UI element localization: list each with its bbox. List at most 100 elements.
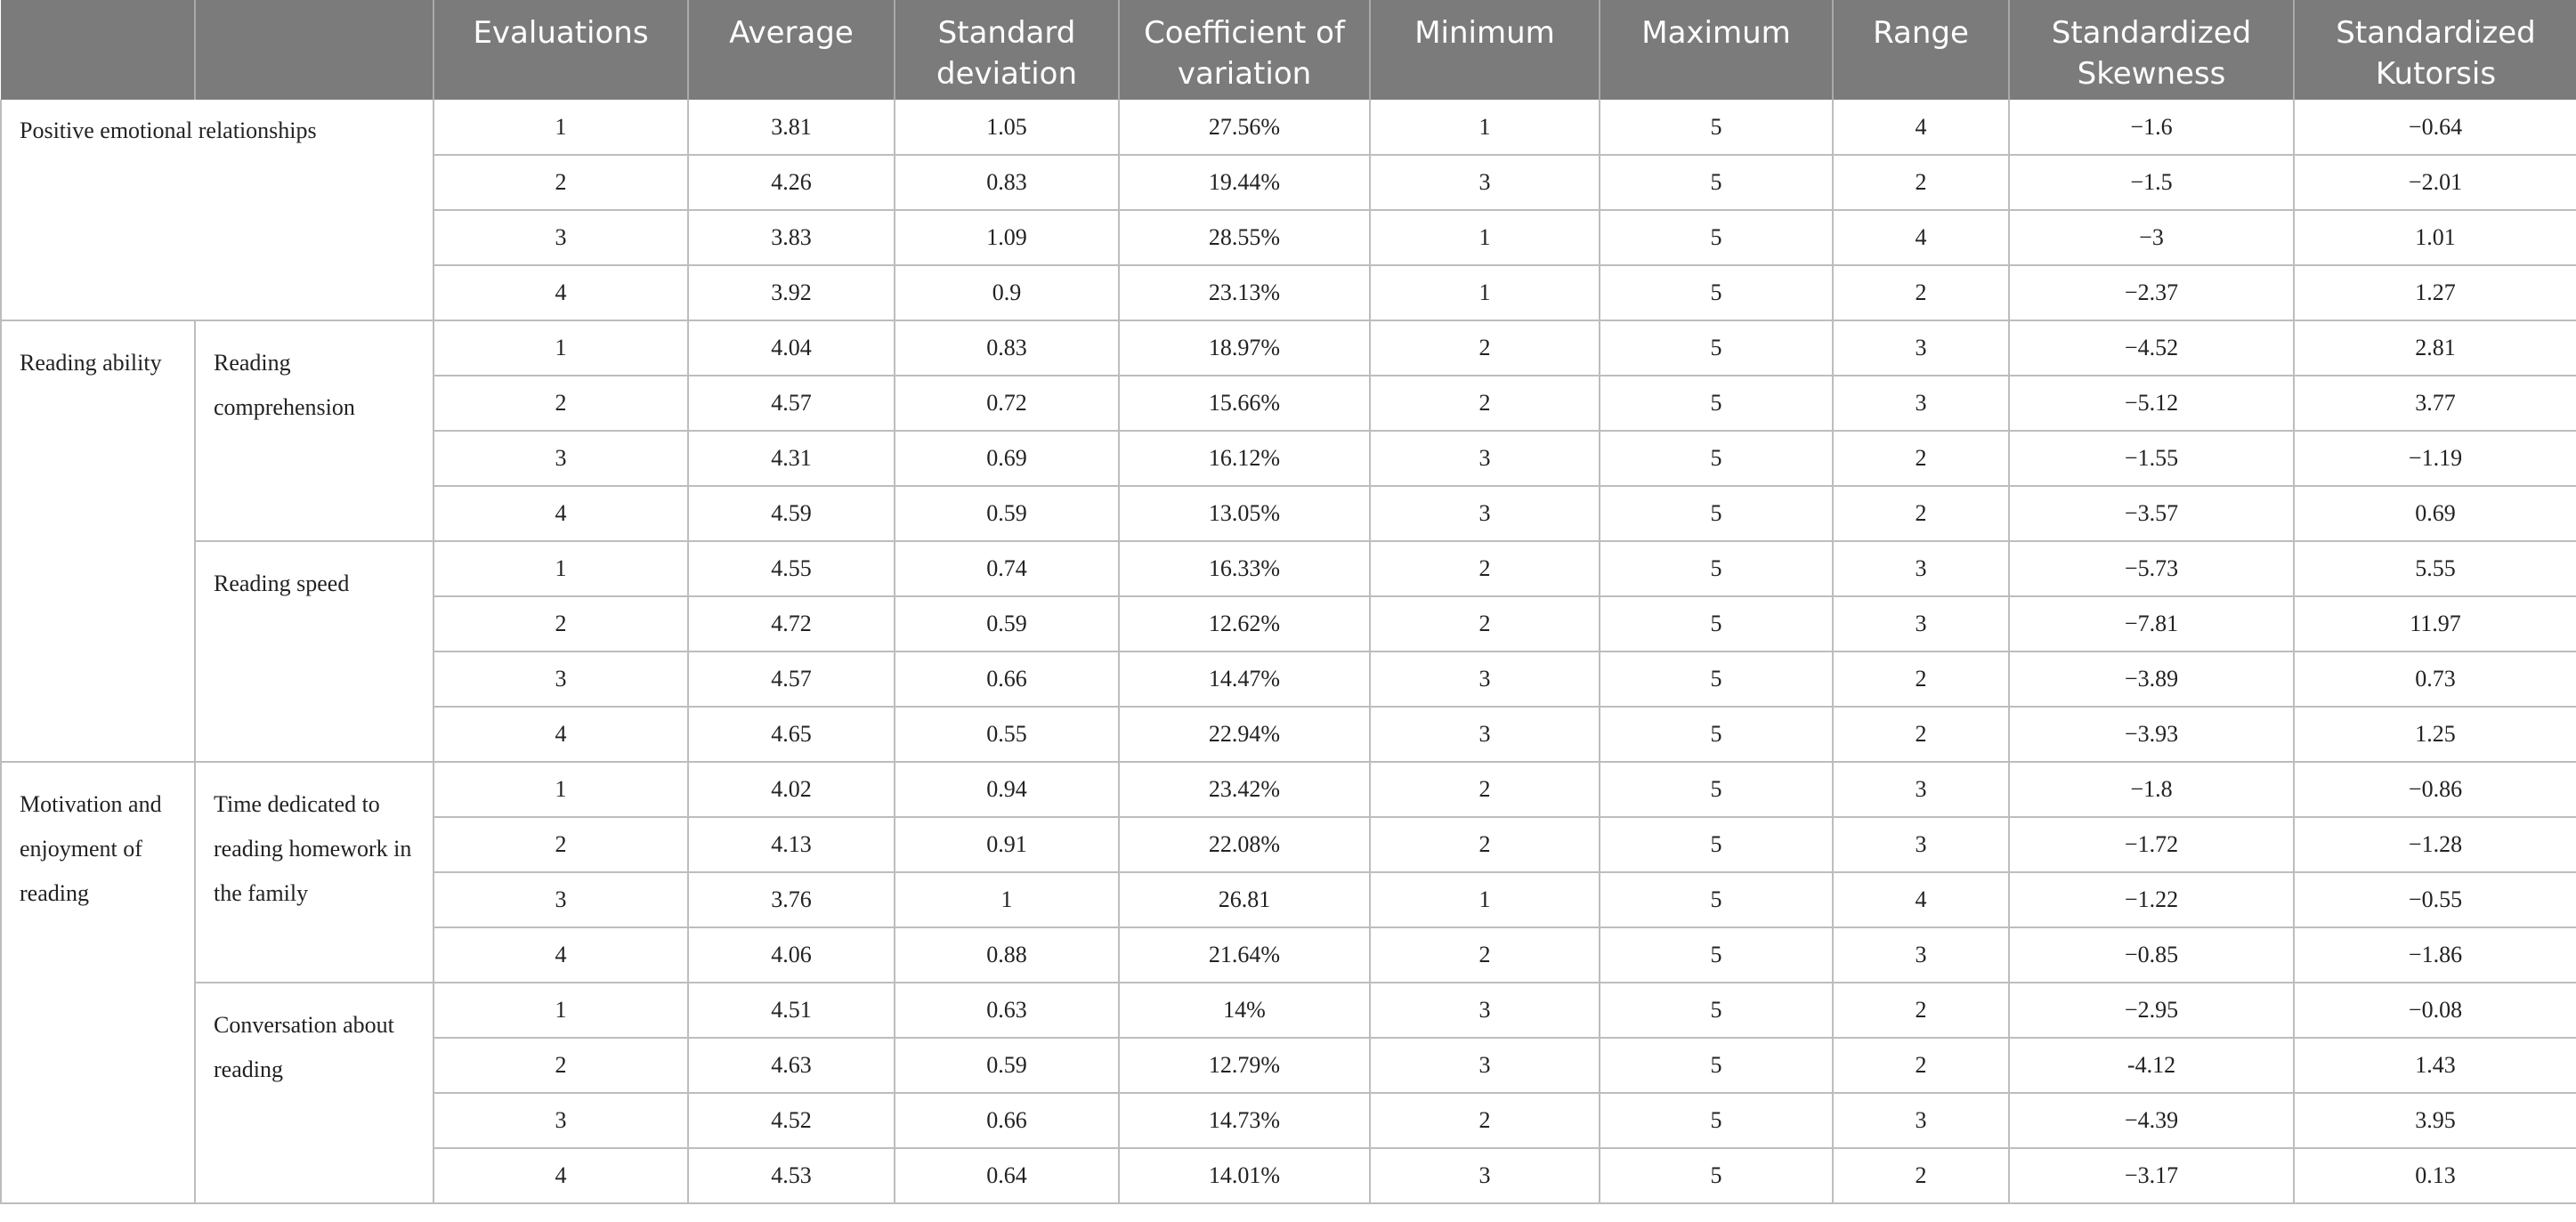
- cell-standard-deviation: 0.74: [894, 540, 1120, 597]
- cell-standardized-kurtosis: 0.13: [2293, 1147, 2576, 1204]
- cell-minimum: 2: [1369, 540, 1600, 597]
- header-standardized-kurtosis: Standardized Kutorsis: [2293, 0, 2576, 100]
- group-label-reading-ability: Reading ability: [0, 320, 196, 763]
- cell-standard-deviation: 0.66: [894, 1092, 1120, 1149]
- cell-evaluations: 4: [433, 1147, 689, 1204]
- cell-average: 3.83: [687, 209, 895, 266]
- cell-standard-deviation: 0.64: [894, 1147, 1120, 1204]
- cell-evaluations: 3: [433, 209, 689, 266]
- header-blank-1: [1, 0, 195, 100]
- cell-minimum: 2: [1369, 816, 1600, 873]
- cell-coefficient-of-variation: 22.94%: [1118, 706, 1371, 763]
- cell-evaluations: 2: [433, 375, 689, 432]
- cell-average: 4.02: [687, 761, 895, 818]
- cell-average: 4.59: [687, 485, 895, 542]
- cell-minimum: 3: [1369, 485, 1600, 542]
- cell-standardized-skewness: −3.57: [2008, 485, 2295, 542]
- cell-maximum: 5: [1599, 320, 1834, 376]
- cell-minimum: 3: [1369, 982, 1600, 1039]
- cell-evaluations: 4: [433, 264, 689, 321]
- table-row: Reading speed 1 4.55 0.74 16.33% 2 5 3 −…: [1, 540, 2576, 763]
- table-row: 4 4.06 0.88 21.64% 2 5 3 −0.85 −1.86: [1, 927, 2576, 983]
- cell-maximum: 5: [1599, 761, 1834, 818]
- table-row: 4 4.59 0.59 13.05% 3 5 2 −3.57 0.69: [1, 485, 2576, 542]
- cell-standardized-skewness: −3.17: [2008, 1147, 2295, 1204]
- cell-minimum: 1: [1369, 871, 1600, 928]
- cell-standardized-skewness: −1.5: [2008, 154, 2295, 211]
- cell-minimum: 2: [1369, 375, 1600, 432]
- cell-minimum: 2: [1369, 595, 1600, 652]
- cell-standardized-kurtosis: 11.97: [2293, 595, 2576, 652]
- cell-maximum: 5: [1599, 982, 1834, 1039]
- header-row: Evaluations Average Standard deviation C…: [1, 0, 2576, 100]
- cell-standardized-skewness: −2.37: [2008, 264, 2295, 321]
- table-row: 2 4.72 0.59 12.62% 2 5 3 −7.81 11.97: [1, 595, 2576, 652]
- cell-coefficient-of-variation: 23.13%: [1118, 264, 1371, 321]
- cell-standard-deviation: 1: [894, 871, 1120, 928]
- cell-range: 3: [1832, 540, 2010, 597]
- cell-evaluations: 3: [433, 430, 689, 487]
- cell-maximum: 5: [1599, 1037, 1834, 1094]
- cell-standardized-kurtosis: 0.69: [2293, 485, 2576, 542]
- cell-range: 3: [1832, 761, 2010, 818]
- cell-coefficient-of-variation: 14.47%: [1118, 651, 1371, 708]
- table-row: 2 4.26 0.83 19.44% 3 5 2 −1.5 −2.01: [1, 154, 2576, 211]
- header-standardized-skewness: Standardized Skewness: [2008, 0, 2294, 100]
- cell-range: 3: [1832, 320, 2010, 376]
- cell-evaluations: 1: [433, 761, 689, 818]
- cell-standardized-kurtosis: −2.01: [2293, 154, 2576, 211]
- cell-standard-deviation: 0.88: [894, 927, 1120, 983]
- cell-average: 4.72: [687, 595, 895, 652]
- cell-evaluations: 2: [433, 595, 689, 652]
- cell-evaluations: 1: [433, 982, 689, 1039]
- cell-standardized-skewness: −3.93: [2008, 706, 2295, 763]
- table-row: 3 3.76 1 26.81 1 5 4 −1.22 −0.55: [1, 871, 2576, 928]
- cell-average: 4.53: [687, 1147, 895, 1204]
- cell-maximum: 5: [1599, 1092, 1834, 1149]
- cell-evaluations: 1: [433, 100, 689, 156]
- cell-standard-deviation: 0.69: [894, 430, 1120, 487]
- cell-minimum: 1: [1369, 264, 1600, 321]
- header-minimum: Minimum: [1369, 0, 1600, 100]
- table-row: 2 4.57 0.72 15.66% 2 5 3 −5.12 3.77: [1, 375, 2576, 432]
- cell-maximum: 5: [1599, 1147, 1834, 1204]
- cell-standardized-skewness: -4.12: [2008, 1037, 2295, 1094]
- cell-standardized-skewness: −5.73: [2008, 540, 2295, 597]
- cell-standardized-skewness: −7.81: [2008, 595, 2295, 652]
- cell-coefficient-of-variation: 28.55%: [1118, 209, 1371, 266]
- cell-maximum: 5: [1599, 706, 1834, 763]
- table-row: Reading ability Reading comprehension 1 …: [0, 320, 2576, 763]
- cell-standardized-kurtosis: −0.86: [2293, 761, 2576, 818]
- cell-standard-deviation: 0.94: [894, 761, 1120, 818]
- table-row: 2 4.13 0.91 22.08% 2 5 3 −1.72 −1.28: [1, 816, 2576, 873]
- cell-standardized-kurtosis: −0.64: [2293, 100, 2576, 156]
- cell-standard-deviation: 0.55: [894, 706, 1120, 763]
- cell-range: 4: [1832, 100, 2010, 156]
- cell-average: 3.81: [687, 100, 895, 156]
- cell-coefficient-of-variation: 22.08%: [1118, 816, 1371, 873]
- cell-evaluations: 2: [433, 1037, 689, 1094]
- cell-standard-deviation: 1.09: [894, 209, 1120, 266]
- cell-coefficient-of-variation: 14%: [1118, 982, 1371, 1039]
- cell-standardized-skewness: −1.55: [2008, 430, 2295, 487]
- cell-average: 4.65: [687, 706, 895, 763]
- cell-average: 4.31: [687, 430, 895, 487]
- cell-standard-deviation: 0.59: [894, 485, 1120, 542]
- subgroup-label-conversation-about-reading: Conversation about reading: [194, 982, 434, 1204]
- header-blank-2: [194, 0, 433, 100]
- cell-minimum: 1: [1369, 209, 1600, 266]
- cell-evaluations: 4: [433, 706, 689, 763]
- table-row: Conversation about reading 1 4.51 0.63 1…: [1, 982, 2576, 1204]
- cell-maximum: 5: [1599, 816, 1834, 873]
- cell-average: 4.55: [687, 540, 895, 597]
- table-row: 3 4.31 0.69 16.12% 3 5 2 −1.55 −1.19: [1, 430, 2576, 487]
- cell-range: 3: [1832, 1092, 2010, 1149]
- table-row: 3 3.83 1.09 28.55% 1 5 4 −3 1.01: [1, 209, 2576, 266]
- cell-average: 4.57: [687, 651, 895, 708]
- cell-standard-deviation: 1.05: [894, 100, 1120, 156]
- cell-maximum: 5: [1599, 485, 1834, 542]
- cell-minimum: 3: [1369, 706, 1600, 763]
- cell-coefficient-of-variation: 12.79%: [1118, 1037, 1371, 1094]
- cell-standardized-kurtosis: 5.55: [2293, 540, 2576, 597]
- subgroup-label-reading-comprehension: Reading comprehension: [194, 320, 434, 542]
